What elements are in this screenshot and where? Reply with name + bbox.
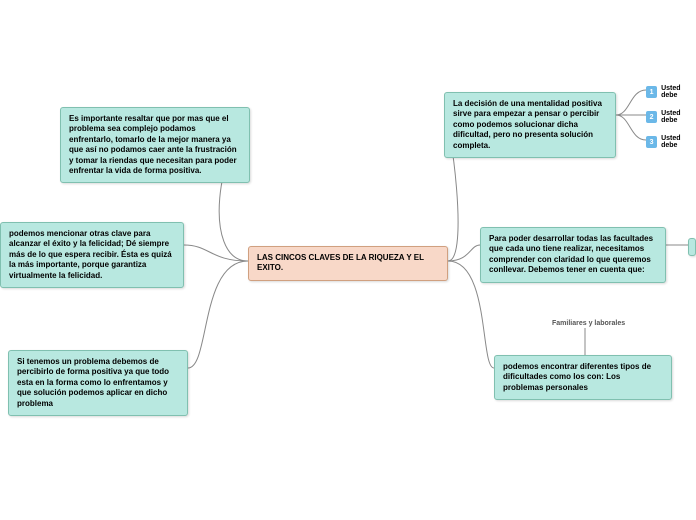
numbered-item-label: Usted debe [661, 110, 696, 124]
small-label-familiares: Familiares y laborales [550, 320, 627, 327]
numbered-item-1: 1 Usted debe [646, 85, 696, 99]
branch-node-n2: podemos mencionar otras clave para alcan… [0, 222, 184, 288]
center-node: LAS CINCOS CLAVES DE LA RIQUEZA Y EL EXI… [248, 246, 448, 281]
branch-node-n3: Si tenemos un problema debemos de percib… [8, 350, 188, 416]
numbered-item-label: Usted debe [661, 85, 696, 99]
num-badge-icon: 3 [646, 136, 657, 148]
branch-node-n6: podemos encontrar diferentes tipos de di… [494, 355, 672, 400]
branch-node-n4: La decisión de una mentalidad positiva s… [444, 92, 616, 158]
branch-node-n1: Es importante resaltar que por mas que e… [60, 107, 250, 183]
numbered-item-label: Usted debe [661, 135, 696, 149]
num-badge-icon: 1 [646, 86, 657, 98]
num-badge-icon: 2 [646, 111, 657, 123]
numbered-item-3: 3 Usted debe [646, 135, 696, 149]
side-box [688, 238, 696, 256]
branch-node-n5: Para poder desarrollar todas las faculta… [480, 227, 666, 283]
numbered-item-2: 2 Usted debe [646, 110, 696, 124]
